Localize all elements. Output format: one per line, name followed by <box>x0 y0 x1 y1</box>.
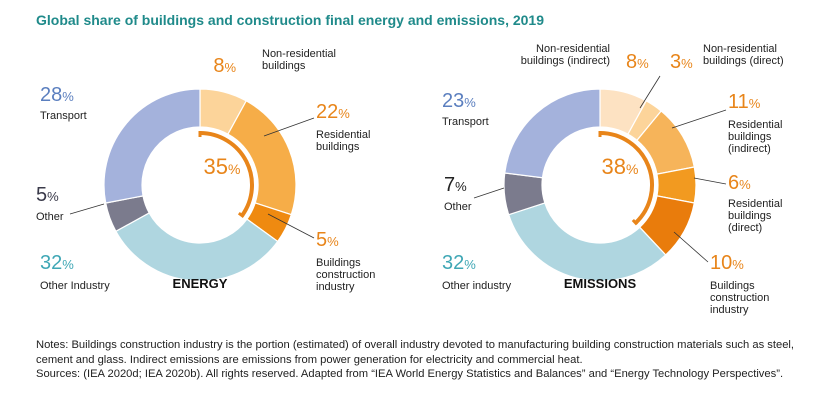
emissions-label-transport: Transport <box>442 116 489 128</box>
emissions-bracket-tick-end <box>631 218 639 226</box>
emissions-label-non-residential-buildings-direct: Non-residential buildings (direct) <box>703 43 784 67</box>
emissions-value-non-residential-buildings-indirect: 8% <box>626 51 649 73</box>
emissions-label-residential-buildings-indirect: Residential buildings (indirect) <box>728 119 782 155</box>
emissions-value-other-industry: 32% <box>442 252 476 274</box>
notes-text: Notes: Buildings construction industry i… <box>36 339 795 366</box>
emissions-value-buildings-construction-industry: 10% <box>710 252 744 274</box>
emissions-leader-buildings-construction-industry <box>673 231 709 263</box>
energy-leader-other <box>69 203 105 215</box>
energy-label-residential-buildings: Residential buildings <box>316 129 370 153</box>
energy-leader-residential-buildings <box>263 117 315 137</box>
emissions-leader-non-residential-buildings-direct <box>639 75 661 109</box>
energy-label-buildings-construction-industry: Buildings construction industry <box>316 257 375 293</box>
emissions-leader-residential-buildings-direct <box>693 177 727 185</box>
chart-title: Global share of buildings and constructi… <box>36 12 544 28</box>
emissions-label-other: Other <box>444 201 472 213</box>
energy-value-transport: 28% <box>40 84 74 106</box>
energy-leader-buildings-construction-industry <box>267 213 315 239</box>
energy-slice-transport <box>103 88 201 204</box>
energy-label-other-industry: Other Industry <box>40 280 110 292</box>
donut-charts: 35% ENERGY 8% Non-residential buildings 22% Re… <box>36 43 784 316</box>
emissions-center-label: EMISSIONS <box>564 276 637 291</box>
emissions-value-transport: 23% <box>442 90 476 112</box>
energy-label-other: Other <box>36 211 64 223</box>
energy-donut: 35% ENERGY 8% Non-residential buildings 22% Re… <box>36 48 375 293</box>
emissions-label-non-residential-buildings-indirect: Non-residential buildings (indirect) <box>521 43 610 67</box>
energy-label-non-residential-buildings: Non-residential buildings <box>262 48 336 72</box>
emissions-value-residential-buildings-indirect: 11% <box>728 91 761 113</box>
energy-label-transport: Transport <box>40 110 87 122</box>
energy-slice-residential-buildings <box>227 100 297 216</box>
energy-center-label: ENERGY <box>173 276 228 291</box>
energy-slice-other-industry <box>115 212 279 282</box>
sources-text: Sources: (IEA 2020d; IEA 2020b). All rig… <box>36 368 784 381</box>
emissions-slice-other-industry <box>507 202 667 282</box>
notes: Notes: Buildings construction industry i… <box>36 338 816 382</box>
emissions-buildings-bracket <box>599 131 654 225</box>
energy-value-other-industry: 32% <box>40 252 74 274</box>
emissions-leader-residential-buildings-indirect <box>671 109 727 129</box>
energy-buildings-bracket <box>199 131 254 217</box>
energy-value-non-residential-buildings: 8% <box>213 55 236 77</box>
energy-value-other: 5% <box>36 184 59 206</box>
emissions-value-other: 7% <box>444 174 467 196</box>
emissions-label-residential-buildings-direct: Residential buildings (direct) <box>728 198 782 234</box>
energy-buildings-total: 35% <box>204 154 241 179</box>
emissions-label-buildings-construction-industry: Buildings construction industry <box>710 280 769 316</box>
emissions-leader-other <box>473 187 505 199</box>
emissions-value-residential-buildings-direct: 6% <box>728 172 751 194</box>
energy-value-buildings-construction-industry: 5% <box>316 229 339 251</box>
emissions-label-other-industry: Other industry <box>442 280 512 292</box>
energy-value-residential-buildings: 22% <box>316 101 350 123</box>
emissions-donut: 38% EMISSIONS 8% Non-residential buildings (… <box>442 43 784 316</box>
energy-bracket-tick-end <box>237 212 245 218</box>
emissions-value-non-residential-buildings-direct: 3% <box>670 51 693 73</box>
emissions-slice-transport <box>504 88 601 179</box>
emissions-buildings-total: 38% <box>602 154 639 179</box>
